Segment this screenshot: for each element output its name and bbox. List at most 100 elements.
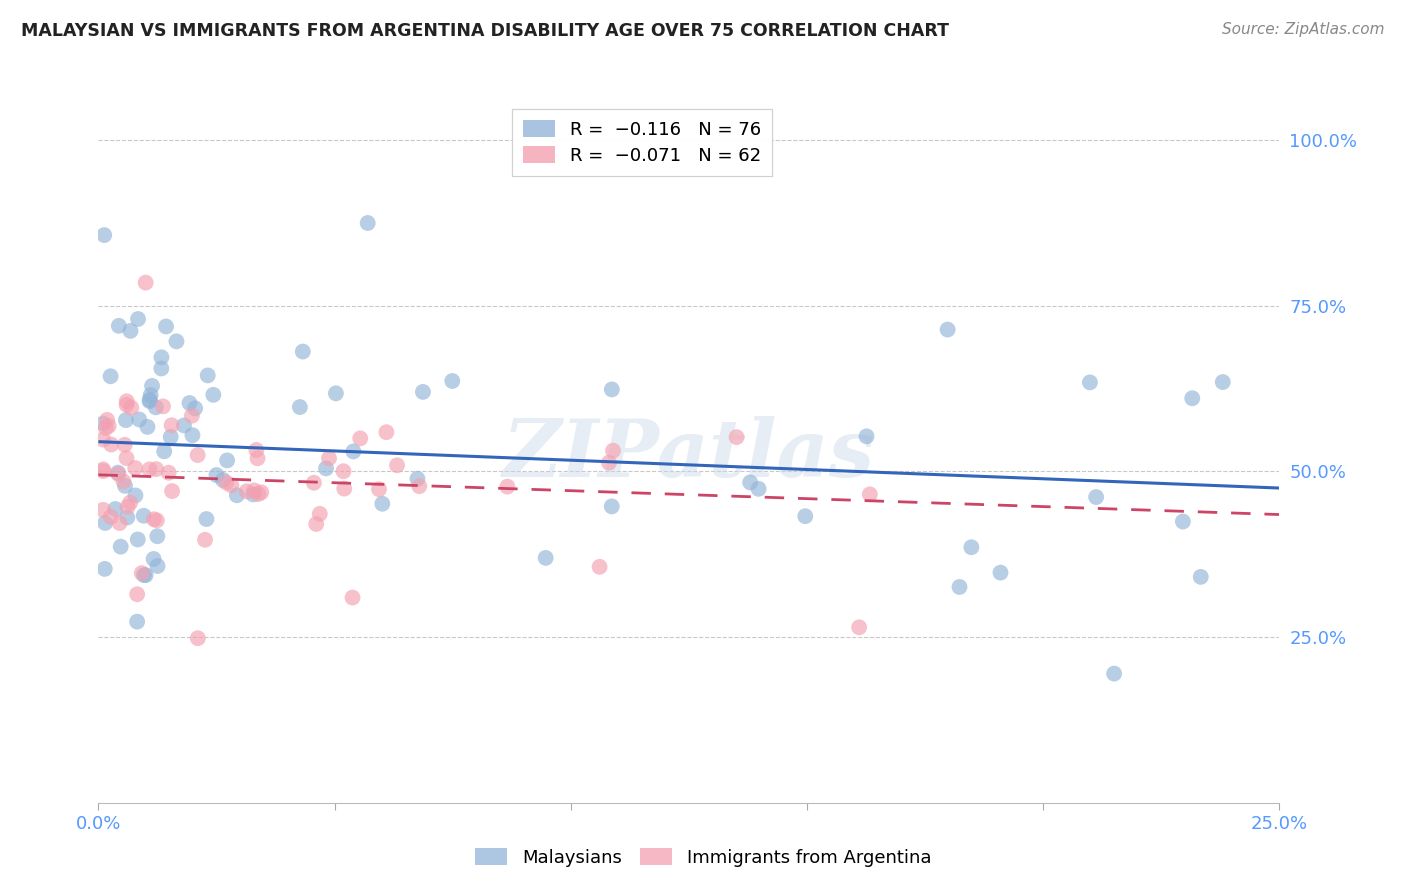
Point [96, 413, 118, 427]
Point [990, 566, 1012, 580]
Point [117, 510, 139, 524]
Point [159, 430, 181, 444]
Point [408, 479, 430, 493]
Point [115, 451, 138, 466]
Point [104, 502, 127, 516]
Text: Source: ZipAtlas.com: Source: ZipAtlas.com [1222, 22, 1385, 37]
Point [332, 464, 354, 478]
Point [441, 374, 464, 388]
Point [128, 412, 150, 426]
Point [107, 467, 129, 481]
Point [246, 451, 269, 466]
Point [247, 487, 270, 501]
Point [157, 466, 180, 480]
Point [725, 430, 748, 444]
Point [100, 437, 122, 451]
Point [135, 276, 157, 290]
Point [412, 384, 434, 399]
Point [385, 458, 408, 473]
Point [342, 444, 364, 458]
Point [132, 568, 155, 582]
Point [325, 386, 347, 401]
Point [534, 550, 557, 565]
Point [117, 500, 139, 514]
Point [291, 344, 314, 359]
Point [100, 509, 122, 524]
Point [138, 394, 160, 409]
Point [136, 420, 159, 434]
Point [146, 529, 169, 543]
Point [180, 409, 202, 423]
Point [368, 482, 391, 496]
Point [242, 487, 264, 501]
Point [127, 533, 149, 547]
Point [91, 433, 114, 447]
Point [127, 615, 149, 629]
Point [235, 484, 257, 499]
Point [160, 484, 183, 499]
Point [318, 451, 340, 466]
Text: MALAYSIAN VS IMMIGRANTS FROM ARGENTINA DISABILITY AGE OVER 75 CORRELATION CHART: MALAYSIAN VS IMMIGRANTS FROM ARGENTINA D… [21, 22, 949, 40]
Point [1085, 490, 1108, 504]
Point [600, 500, 623, 514]
Point [1212, 375, 1234, 389]
Point [315, 461, 337, 475]
Point [124, 488, 146, 502]
Point [748, 482, 770, 496]
Point [91, 503, 114, 517]
Point [145, 401, 167, 415]
Point [184, 401, 207, 416]
Point [197, 368, 219, 383]
Point [349, 431, 371, 445]
Point [740, 475, 762, 490]
Point [135, 568, 157, 582]
Point [187, 631, 209, 645]
Point [141, 379, 163, 393]
Point [139, 388, 162, 402]
Point [960, 541, 983, 555]
Point [181, 428, 204, 442]
Point [127, 312, 149, 326]
Point [124, 461, 146, 475]
Point [114, 438, 136, 452]
Text: ZIPatlas: ZIPatlas [503, 417, 875, 493]
Point [225, 488, 247, 502]
Point [194, 533, 217, 547]
Point [152, 400, 174, 414]
Point [202, 388, 225, 402]
Point [155, 319, 177, 334]
Point [195, 512, 218, 526]
Point [91, 462, 114, 476]
Point [217, 453, 239, 467]
Point [100, 369, 122, 384]
Point [120, 495, 142, 509]
Point [1189, 570, 1212, 584]
Point [187, 448, 209, 462]
Point [150, 351, 173, 365]
Point [120, 324, 142, 338]
Point [138, 392, 160, 407]
Point [146, 559, 169, 574]
Point [94, 562, 117, 576]
Point [598, 456, 620, 470]
Point [112, 475, 135, 489]
Point [146, 513, 169, 527]
Point [859, 487, 882, 501]
Point [245, 442, 267, 457]
Point [371, 497, 394, 511]
Point [288, 400, 311, 414]
Point [221, 478, 243, 492]
Point [848, 620, 870, 634]
Point [132, 508, 155, 523]
Point [108, 516, 131, 530]
Point [936, 322, 959, 336]
Point [115, 394, 138, 409]
Point [127, 587, 149, 601]
Point [94, 516, 117, 530]
Point [91, 417, 114, 431]
Point [91, 464, 114, 478]
Point [114, 479, 136, 493]
Point [496, 480, 519, 494]
Point [342, 591, 364, 605]
Point [855, 429, 877, 443]
